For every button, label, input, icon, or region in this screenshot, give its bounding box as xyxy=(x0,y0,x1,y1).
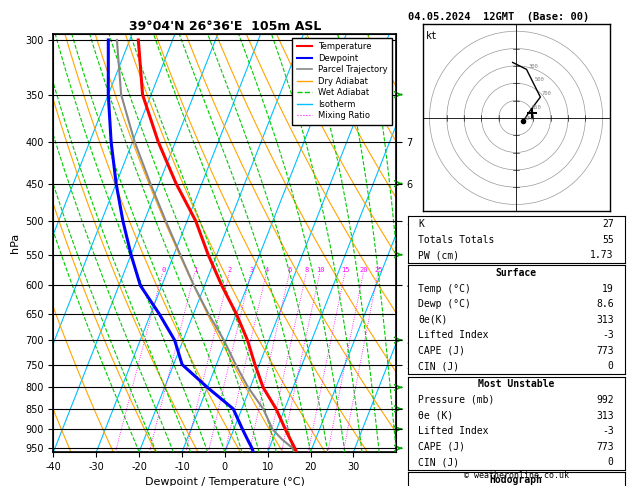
Text: 500: 500 xyxy=(535,77,545,83)
Text: Temp (°C): Temp (°C) xyxy=(418,284,471,294)
Text: 4: 4 xyxy=(265,267,269,274)
Text: PW (cm): PW (cm) xyxy=(418,250,460,260)
Text: θe (K): θe (K) xyxy=(418,411,454,420)
Text: CAPE (J): CAPE (J) xyxy=(418,346,465,356)
Text: CIN (J): CIN (J) xyxy=(418,457,460,467)
Text: 313: 313 xyxy=(596,411,614,420)
Text: Lifted Index: Lifted Index xyxy=(418,426,489,436)
Text: 2: 2 xyxy=(228,267,232,274)
Text: 850: 850 xyxy=(532,105,542,110)
Text: 313: 313 xyxy=(596,315,614,325)
Text: CIN (J): CIN (J) xyxy=(418,362,460,371)
Text: 773: 773 xyxy=(596,442,614,451)
Text: 992: 992 xyxy=(596,395,614,405)
Text: 8: 8 xyxy=(304,267,309,274)
Text: -3: -3 xyxy=(602,426,614,436)
Text: 773: 773 xyxy=(596,346,614,356)
Text: kt: kt xyxy=(426,31,438,41)
Text: 04.05.2024  12GMT  (Base: 00): 04.05.2024 12GMT (Base: 00) xyxy=(408,12,589,22)
Text: Pressure (mb): Pressure (mb) xyxy=(418,395,495,405)
Text: 0: 0 xyxy=(608,457,614,467)
Text: Hodograph: Hodograph xyxy=(489,475,543,485)
Text: 27: 27 xyxy=(602,219,614,229)
Text: CAPE (J): CAPE (J) xyxy=(418,442,465,451)
Text: 6: 6 xyxy=(288,267,292,274)
Text: 1: 1 xyxy=(193,267,198,274)
Text: -3: -3 xyxy=(602,330,614,340)
Text: Dewp (°C): Dewp (°C) xyxy=(418,299,471,309)
Text: 700: 700 xyxy=(542,91,552,96)
Text: 0: 0 xyxy=(608,362,614,371)
Text: θe(K): θe(K) xyxy=(418,315,448,325)
Text: 0: 0 xyxy=(161,267,165,274)
Y-axis label: hPa: hPa xyxy=(9,233,19,253)
Text: © weatheronline.co.uk: © weatheronline.co.uk xyxy=(464,471,569,480)
Text: Totals Totals: Totals Totals xyxy=(418,235,495,244)
Legend: Temperature, Dewpoint, Parcel Trajectory, Dry Adiabat, Wet Adiabat, Isotherm, Mi: Temperature, Dewpoint, Parcel Trajectory… xyxy=(292,38,392,124)
Text: 300: 300 xyxy=(528,64,538,69)
Text: 20: 20 xyxy=(360,267,368,274)
Text: 1.73: 1.73 xyxy=(590,250,614,260)
X-axis label: Dewpoint / Temperature (°C): Dewpoint / Temperature (°C) xyxy=(145,477,305,486)
Text: K: K xyxy=(418,219,425,229)
Text: Surface: Surface xyxy=(496,268,537,278)
Text: 8.6: 8.6 xyxy=(596,299,614,309)
Text: 25: 25 xyxy=(374,267,382,274)
Y-axis label: km
ASL: km ASL xyxy=(440,232,459,254)
Text: 55: 55 xyxy=(602,235,614,244)
Text: 19: 19 xyxy=(602,284,614,294)
Text: 15: 15 xyxy=(341,267,350,274)
Text: 3: 3 xyxy=(249,267,253,274)
Text: 10: 10 xyxy=(316,267,325,274)
Text: SFC: SFC xyxy=(525,116,535,121)
Text: Lifted Index: Lifted Index xyxy=(418,330,489,340)
Text: Most Unstable: Most Unstable xyxy=(478,380,554,389)
Title: 39°04'N 26°36'E  105m ASL: 39°04'N 26°36'E 105m ASL xyxy=(129,20,321,33)
